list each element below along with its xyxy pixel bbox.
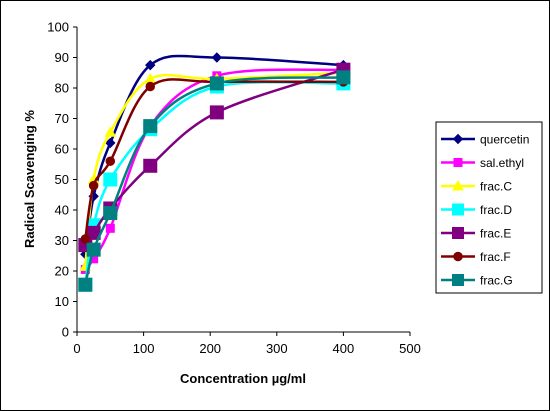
data-point	[143, 158, 158, 173]
y-tick-label: 60	[55, 142, 69, 157]
y-tick-label: 100	[47, 20, 69, 35]
y-tick-label: 40	[55, 203, 69, 218]
x-tick-label: 300	[266, 341, 288, 356]
legend-entry: sal.ethyl	[441, 156, 524, 170]
series-frac-c	[79, 66, 350, 271]
series-frac-g	[78, 70, 351, 292]
y-tick-label: 10	[55, 294, 69, 309]
x-tick-label: 100	[133, 341, 155, 356]
x-tick-label: 200	[199, 341, 221, 356]
series-frac-f	[80, 77, 349, 244]
data-point	[103, 172, 118, 187]
x-axis-title: Concentration µg/ml	[180, 371, 306, 386]
legend-entry: quercetin	[441, 133, 529, 147]
y-tick-label: 70	[55, 111, 69, 126]
data-point	[103, 206, 118, 221]
legend-marker	[452, 179, 464, 191]
y-tick-label: 80	[55, 81, 69, 96]
data-point	[105, 137, 116, 149]
y-tick-labels: 0 10 20 30 40 50 60 70 80 90 100	[47, 20, 69, 340]
data-point	[143, 119, 158, 134]
data-point	[88, 180, 99, 191]
data-point	[105, 223, 115, 233]
y-tick-label: 20	[55, 264, 69, 279]
series-line	[84, 68, 344, 271]
legend-entry: frac.E	[441, 227, 511, 241]
legend-marker	[452, 274, 464, 286]
x-tick-label: 0	[73, 341, 80, 356]
y-tick-label: 50	[55, 172, 69, 187]
legend-label: quercetin	[480, 133, 529, 147]
data-point	[78, 277, 93, 292]
legend-label: frac.C	[480, 180, 512, 194]
legend-marker	[452, 203, 464, 216]
y-tick-label: 0	[62, 325, 69, 340]
data-point	[104, 126, 117, 137]
legend-label: sal.ethyl	[480, 156, 524, 170]
data-point	[86, 242, 101, 257]
legend-label: frac.E	[480, 227, 511, 241]
data-point	[209, 76, 224, 91]
legend-marker	[453, 158, 463, 167]
axes	[73, 26, 411, 336]
data-point	[336, 70, 351, 85]
x-tick-label: 500	[399, 341, 421, 356]
x-tick-labels: 0 100 200 300 400 500	[73, 341, 420, 356]
data-point	[145, 59, 156, 71]
x-tick-label: 400	[333, 341, 355, 356]
legend-label: frac.F	[480, 250, 511, 264]
legend-entry: frac.D	[441, 203, 512, 217]
legend-label: frac.G	[480, 274, 513, 288]
y-tick-label: 30	[55, 233, 69, 248]
legend-entry: frac.G	[441, 274, 513, 288]
data-point	[105, 156, 116, 166]
legend-marker	[453, 251, 463, 262]
series-sal-ethyl	[80, 65, 348, 274]
data-point	[211, 52, 223, 63]
legend-marker	[452, 227, 464, 239]
legend-entry: frac.F	[441, 250, 511, 264]
y-tick-label: 90	[55, 50, 69, 65]
legend-marker	[452, 133, 464, 145]
y-axis-title: Radical Scavenging %	[22, 110, 37, 248]
data-point	[80, 234, 91, 244]
legend: quercetin sal.ethyl frac.C frac.D frac.E frac…	[435, 121, 543, 294]
series-line	[84, 71, 344, 267]
legend-entry: frac.C	[441, 180, 512, 194]
series-layer	[78, 52, 351, 292]
data-point	[145, 81, 156, 92]
data-point	[209, 105, 224, 120]
legend-label: frac.D	[480, 203, 512, 217]
